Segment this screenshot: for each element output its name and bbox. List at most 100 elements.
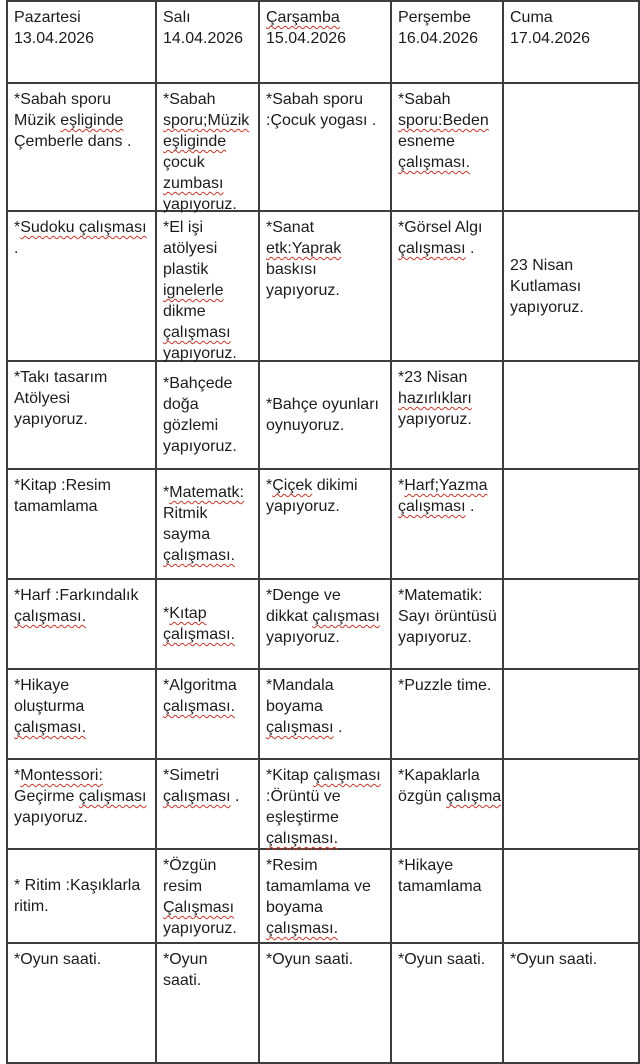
cell-line: çalışması bbox=[163, 322, 256, 343]
misspelled-text: çalışması. bbox=[266, 920, 339, 937]
text-segment: *Oyun bbox=[163, 951, 208, 968]
text-segment: yapıyoruz. bbox=[14, 809, 88, 826]
cell-line: çalışması. bbox=[14, 606, 153, 627]
cell-line: çalışması. bbox=[266, 918, 388, 939]
cell-line: *Sabah bbox=[163, 89, 256, 110]
text-segment: *Takı tasarım bbox=[14, 369, 108, 386]
text-segment: *Hikaye bbox=[14, 677, 70, 694]
text-segment: * bbox=[14, 767, 21, 784]
misspelled-text: çalışması. bbox=[14, 608, 87, 625]
schedule-cell-r4-c4: *Harf;Yazma çalışması . bbox=[392, 470, 504, 580]
text-segment: * bbox=[266, 477, 273, 494]
schedule-cell-r5-c1: *Harf :Farkındalık çalışması. bbox=[8, 580, 157, 670]
misspelled-text: Matematk: bbox=[169, 484, 244, 501]
text-segment: Perşembe bbox=[398, 9, 471, 26]
text-segment: :Örüntü ve bbox=[266, 788, 341, 805]
cell-line: *Denge ve bbox=[266, 585, 388, 606]
cell-line: *Bahçe oyunları bbox=[266, 394, 388, 415]
cell-line: zumbası bbox=[163, 173, 256, 194]
cell-line: baskısı bbox=[266, 259, 388, 280]
cell-line: Salı bbox=[163, 7, 256, 28]
cell-line: çalışması . bbox=[398, 238, 500, 259]
header-cell-r0-c3: Çarşamba 15.04.2026 bbox=[260, 2, 392, 84]
schedule-cell-r7-c5 bbox=[504, 760, 640, 850]
cell-line: 17.04.2026 bbox=[510, 28, 636, 49]
text-segment: 13.04.2026 bbox=[14, 30, 95, 47]
schedule-cell-r8-c3: *Resim tamamlama ve boyama çalışması. bbox=[260, 850, 392, 944]
text-segment: *Mandala bbox=[266, 677, 334, 694]
schedule-cell-r6-c2: *Algoritma çalışması. bbox=[157, 670, 260, 760]
text-segment: çocuk bbox=[163, 154, 205, 171]
text-segment: Kutlaması bbox=[510, 277, 582, 295]
text-segment: tamamlama bbox=[398, 878, 482, 895]
cell-line: çocuk bbox=[163, 152, 256, 173]
text-segment: Sayı örüntüsü bbox=[398, 608, 497, 625]
cell-line: gözlemi bbox=[163, 415, 256, 436]
text-segment: 16.04.2026 bbox=[398, 30, 479, 47]
cell-line: *El işi bbox=[163, 217, 256, 238]
cell-line: oynuyoruz. bbox=[266, 415, 388, 436]
text-segment: özgün bbox=[398, 788, 447, 805]
text-segment: *Sanat bbox=[266, 219, 315, 236]
text-segment: *Bahçe oyunları bbox=[266, 396, 379, 413]
text-segment: *Matematik: bbox=[398, 587, 483, 604]
cell-line: hazırlıkları bbox=[398, 388, 500, 409]
text-segment: *El işi bbox=[163, 219, 204, 236]
text-segment: *Denge ve bbox=[266, 587, 341, 604]
cell-line: yapıyoruz. bbox=[163, 436, 256, 457]
cell-line: yapıyoruz. bbox=[266, 496, 388, 517]
misspelled-text: çalışması bbox=[398, 240, 466, 257]
schedule-cell-r5-c5 bbox=[504, 580, 640, 670]
text-segment: yapıyoruz. bbox=[163, 345, 237, 362]
misspelled-text: Harf;Yazma bbox=[404, 477, 488, 494]
text-segment: 15.04.2026 bbox=[266, 30, 347, 47]
schedule-cell-r6-c4: *Puzzle time. bbox=[392, 670, 504, 760]
cell-line: *Montessori: bbox=[14, 765, 153, 786]
text-segment: oynuyoruz. bbox=[266, 417, 345, 434]
cell-line: *Kitap çalışması bbox=[266, 765, 388, 786]
cell-line: . bbox=[14, 238, 153, 259]
cell-line: oluşturma bbox=[14, 696, 153, 717]
text-segment: Cuma bbox=[510, 9, 553, 26]
text-segment: . bbox=[14, 240, 19, 257]
cell-line: *Oyun saati. bbox=[398, 949, 500, 970]
cell-line: *Simetri bbox=[163, 765, 256, 786]
cell-line: Kutlaması bbox=[510, 276, 636, 297]
cell-line: çalışması. bbox=[398, 152, 500, 173]
text-segment: yapıyoruz. bbox=[398, 629, 472, 646]
cell-line: Geçirme çalışması bbox=[14, 786, 153, 807]
cell-line: *Oyun saati. bbox=[14, 949, 153, 970]
cell-line: çalışması . bbox=[398, 496, 500, 517]
cell-line: yapıyoruz. bbox=[163, 194, 256, 215]
misspelled-text: ignelerle bbox=[163, 282, 224, 299]
schedule-cell-r3-c1: *Takı tasarım Atölyesi yapıyoruz. bbox=[8, 362, 157, 470]
text-segment: *Sabah sporu bbox=[266, 91, 363, 108]
text-segment: *Simetri bbox=[163, 767, 220, 784]
cell-line: *Kapaklarla bbox=[398, 765, 500, 786]
text-segment: *Bahçede bbox=[163, 375, 233, 392]
text-segment: Atölyesi bbox=[14, 390, 71, 407]
cell-line: yapıyoruz. bbox=[14, 409, 153, 430]
schedule-cell-r9-c4: *Oyun saati. bbox=[392, 944, 504, 1064]
text-segment: *Oyun saati. bbox=[266, 951, 354, 968]
text-segment: *Kitap :Resim bbox=[14, 477, 111, 494]
schedule-cell-r3-c5 bbox=[504, 362, 640, 470]
cell-line: *Takı tasarım bbox=[14, 367, 153, 388]
schedule-cell-r7-c3: *Kitap çalışması:Örüntü ve eşleştirme çalı… bbox=[260, 760, 392, 850]
text-segment: *Algoritma bbox=[163, 677, 237, 694]
cell-line: çalışması . bbox=[266, 717, 388, 738]
text-segment: saati. bbox=[163, 972, 202, 989]
schedule-cell-r4-c1: *Kitap :Resim tamamlama bbox=[8, 470, 157, 580]
cell-line: *Matematik: bbox=[398, 585, 500, 606]
cell-line: tamamlama bbox=[14, 496, 153, 517]
text-segment: *Hikaye bbox=[398, 857, 454, 874]
cell-line: sporu;Müzik bbox=[163, 110, 256, 131]
cell-line: ritim. bbox=[14, 896, 153, 917]
text-segment: *Oyun saati. bbox=[14, 951, 102, 968]
misspelled-text: çalışması bbox=[398, 498, 466, 515]
misspelled-text: çalışması. bbox=[14, 719, 87, 736]
document-page: { "colors": { "background": "#ffffff", "… bbox=[6, 0, 640, 1064]
schedule-cell-r1-c1: *Sabah sporu Müzik eşliginde Çemberle dans… bbox=[8, 84, 157, 212]
text-segment: 23 Nisan bbox=[510, 256, 574, 274]
cell-line: :Çocuk yogası . bbox=[266, 110, 388, 131]
